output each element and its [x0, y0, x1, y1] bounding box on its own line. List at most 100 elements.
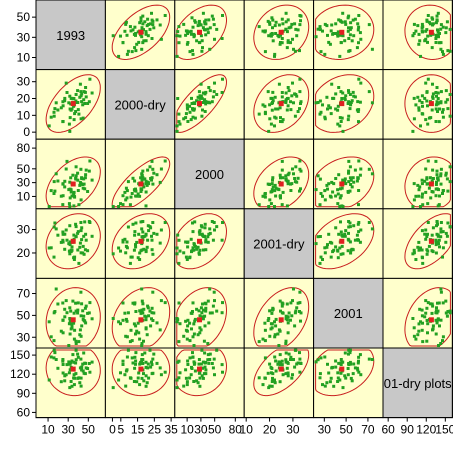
data-point: [357, 356, 360, 359]
data-point: [442, 230, 445, 233]
data-point: [341, 245, 344, 248]
data-point: [151, 358, 154, 361]
y-tick-label: 50: [17, 10, 31, 24]
data-point: [186, 363, 189, 366]
data-point: [344, 229, 347, 232]
data-point: [298, 160, 301, 163]
data-point: [416, 24, 419, 27]
data-point: [286, 361, 289, 364]
data-point: [276, 363, 279, 366]
data-point: [195, 379, 198, 382]
data-point: [190, 97, 193, 100]
data-point: [126, 53, 129, 56]
data-point: [146, 246, 149, 249]
data-point: [221, 91, 224, 94]
y-tick-label: 10: [17, 189, 31, 203]
data-point: [347, 37, 350, 40]
data-point: [73, 329, 76, 332]
data-point: [132, 177, 135, 180]
data-point: [329, 380, 332, 383]
data-point: [279, 300, 282, 303]
data-point: [281, 37, 284, 40]
data-point: [141, 377, 144, 380]
data-point: [424, 299, 427, 302]
data-point: [61, 358, 64, 361]
data-point: [294, 180, 297, 183]
mean-point: [429, 101, 434, 106]
data-point: [55, 101, 58, 104]
data-point: [152, 26, 155, 29]
data-point: [69, 116, 72, 119]
data-point: [344, 20, 347, 23]
data-point: [140, 227, 143, 230]
data-point: [436, 86, 439, 89]
data-point: [72, 193, 75, 196]
data-point: [80, 198, 83, 201]
data-point: [347, 232, 350, 235]
data-point: [119, 250, 122, 253]
data-point: [337, 256, 340, 259]
data-point: [279, 120, 282, 123]
data-point: [79, 242, 82, 245]
data-point: [324, 385, 327, 388]
data-point: [48, 379, 51, 382]
data-point: [79, 291, 82, 294]
data-point: [84, 91, 87, 94]
data-point: [140, 288, 143, 291]
data-point: [417, 43, 420, 46]
data-point: [291, 168, 294, 171]
data-point: [198, 385, 201, 388]
data-point: [71, 174, 74, 177]
mean-point: [197, 317, 202, 322]
x-tick-label: 30: [62, 423, 76, 437]
data-point: [221, 371, 224, 374]
data-point: [334, 92, 337, 95]
data-point: [204, 19, 207, 22]
data-point: [145, 318, 148, 321]
data-point: [357, 230, 360, 233]
data-point: [72, 97, 75, 100]
data-point: [190, 118, 193, 121]
data-point: [213, 229, 216, 232]
data-point: [293, 92, 296, 95]
data-point: [449, 180, 452, 183]
data-point: [76, 101, 79, 104]
data-point: [428, 117, 431, 120]
data-point: [413, 198, 416, 201]
data-point: [339, 220, 342, 223]
data-point: [53, 192, 56, 195]
data-point: [282, 191, 285, 194]
data-point: [204, 248, 207, 251]
variable-label: 2001: [334, 306, 363, 321]
y-tick-label: 20: [17, 92, 31, 106]
data-point: [133, 380, 136, 383]
data-point: [50, 189, 53, 192]
data-point: [317, 235, 320, 238]
data-point: [91, 92, 94, 95]
data-point: [189, 339, 192, 342]
data-point: [281, 302, 284, 305]
data-point: [211, 100, 214, 103]
data-point: [182, 23, 185, 26]
data-point: [449, 310, 452, 313]
data-point: [160, 168, 163, 171]
data-point: [440, 23, 443, 26]
data-point: [350, 26, 353, 29]
data-point: [347, 160, 350, 163]
data-point: [134, 195, 137, 198]
data-point: [281, 22, 284, 25]
data-point: [426, 182, 429, 185]
data-point: [126, 34, 129, 37]
cell-4-1: [105, 278, 174, 348]
data-point: [137, 331, 140, 334]
data-point: [437, 97, 440, 100]
data-point: [207, 300, 210, 303]
data-point: [204, 226, 207, 229]
data-point: [436, 15, 439, 18]
data-point: [145, 39, 148, 42]
data-point: [428, 245, 431, 248]
data-point: [198, 253, 201, 256]
mean-point: [279, 30, 284, 35]
data-point: [215, 310, 218, 313]
data-point: [287, 86, 290, 89]
